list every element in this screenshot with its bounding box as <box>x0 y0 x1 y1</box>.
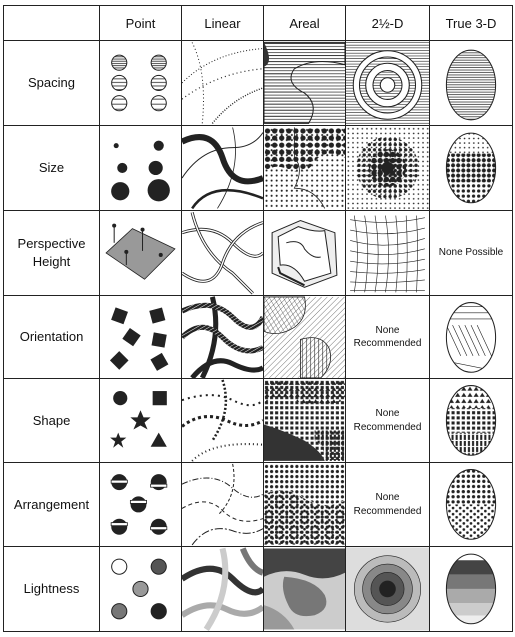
row-orientation: Orientation <box>3 294 513 380</box>
perspective-2-5d-mesh <box>350 215 425 293</box>
cell-perspective-linear <box>181 209 264 296</box>
cell-orientation-linear <box>181 294 264 380</box>
arrangement-point-symbols <box>110 474 168 535</box>
row-label-shape: Shape <box>3 378 100 464</box>
lightness-3d-egg <box>445 553 497 625</box>
note-none-recommended-arrangement: None Recommended <box>353 492 422 517</box>
lightness-2-5d-rings <box>346 547 429 631</box>
lightness-linear-lines <box>182 547 263 631</box>
orientation-linear-lines <box>182 296 263 378</box>
row-size: Size <box>3 124 513 211</box>
cell-spacing-point <box>99 40 182 126</box>
cell-arrangement-areal <box>263 462 346 548</box>
cell-orientation-areal <box>263 294 346 380</box>
cell-shape-areal <box>263 378 346 464</box>
spacing-3d-egg <box>445 49 497 121</box>
cell-lightness-linear <box>181 546 264 632</box>
size-2-5d-rings <box>346 126 429 210</box>
cell-arrangement-linear <box>181 462 264 548</box>
perspective-linear-lines <box>182 211 263 295</box>
row-label-perspective-height: Perspective Height <box>3 209 100 296</box>
cell-spacing-areal <box>263 40 346 126</box>
cell-shape-point <box>99 378 182 464</box>
note-none-possible: None Possible <box>438 246 504 258</box>
row-label-lightness: Lightness <box>3 546 100 632</box>
cell-size-areal <box>263 124 346 211</box>
row-spacing: Spacing <box>3 40 513 126</box>
cell-spacing-2-5d <box>345 40 430 126</box>
cell-orientation-point <box>99 294 182 380</box>
cell-lightness-point <box>99 546 182 632</box>
size-point-symbols <box>111 140 170 202</box>
cell-arrangement-2-5d: None Recommended <box>345 462 430 548</box>
row-label-spacing: Spacing <box>3 40 100 126</box>
spacing-point-symbols <box>111 54 167 112</box>
row-label-size: Size <box>3 124 100 211</box>
cell-size-true-3d <box>429 124 513 211</box>
cell-arrangement-true-3d <box>429 462 513 548</box>
lightness-point-symbols <box>111 558 167 620</box>
col-header-areal: Areal <box>263 5 346 41</box>
cell-perspective-areal <box>263 209 346 296</box>
cell-size-linear <box>181 124 264 211</box>
row-arrangement: Arrangement <box>3 462 513 548</box>
spacing-2-5d-rings <box>346 41 429 125</box>
lightness-areal-regions <box>264 548 345 630</box>
cell-size-point <box>99 124 182 211</box>
header-row: Point Linear Areal 2½-D True 3-D <box>3 5 513 41</box>
row-shape: Shape <box>3 378 513 464</box>
size-areal-regions <box>264 127 345 209</box>
cell-shape-linear <box>181 378 264 464</box>
col-header-linear: Linear <box>181 5 264 41</box>
cell-perspective-2-5d <box>345 209 430 296</box>
cell-size-2-5d <box>345 124 430 211</box>
shape-point-symbols <box>110 391 167 449</box>
cell-lightness-true-3d <box>429 546 513 632</box>
row-lightness: Lightness <box>3 546 513 632</box>
spacing-linear-lines <box>182 42 263 124</box>
orientation-3d-egg <box>445 301 497 373</box>
perspective-point-symbols <box>105 223 176 280</box>
cell-perspective-point <box>99 209 182 296</box>
cell-orientation-true-3d <box>429 294 513 380</box>
note-none-recommended-shape: None Recommended <box>353 408 422 433</box>
shape-3d-egg <box>445 385 497 457</box>
note-none-recommended-orientation: None Recommended <box>353 324 422 350</box>
col-header-2-5d: 2½-D <box>345 5 430 41</box>
shape-linear-lines <box>182 379 263 462</box>
cell-arrangement-point <box>99 462 182 548</box>
row-label-orientation: Orientation <box>3 294 100 380</box>
spacing-areal-regions <box>264 41 345 124</box>
visual-variables-matrix: Point Linear Areal 2½-D True 3-D Spacing <box>3 5 513 632</box>
cell-shape-2-5d: None Recommended <box>345 378 430 464</box>
cell-spacing-true-3d <box>429 40 513 126</box>
cell-perspective-true-3d: None Possible <box>429 209 513 296</box>
perspective-areal-blocks <box>271 219 338 288</box>
cell-lightness-2-5d <box>345 546 430 632</box>
row-perspective-height: Perspective Height <box>3 209 513 296</box>
size-3d-egg <box>445 132 497 204</box>
cell-lightness-areal <box>263 546 346 632</box>
cell-orientation-2-5d: None Recommended <box>345 294 430 380</box>
shape-areal-regions <box>264 380 345 462</box>
arrangement-linear-lines <box>182 464 263 546</box>
cell-shape-true-3d <box>429 378 513 464</box>
orientation-point-symbols <box>109 306 169 371</box>
size-linear-lines <box>182 127 263 210</box>
arrangement-3d-egg <box>445 469 497 541</box>
orientation-areal-regions <box>264 296 345 378</box>
col-header-point: Point <box>99 5 182 41</box>
col-header-true-3d: True 3-D <box>429 5 513 41</box>
cell-spacing-linear <box>181 40 264 126</box>
arrangement-areal-regions <box>264 464 345 546</box>
corner-cell <box>3 5 100 41</box>
row-label-arrangement: Arrangement <box>3 462 100 548</box>
